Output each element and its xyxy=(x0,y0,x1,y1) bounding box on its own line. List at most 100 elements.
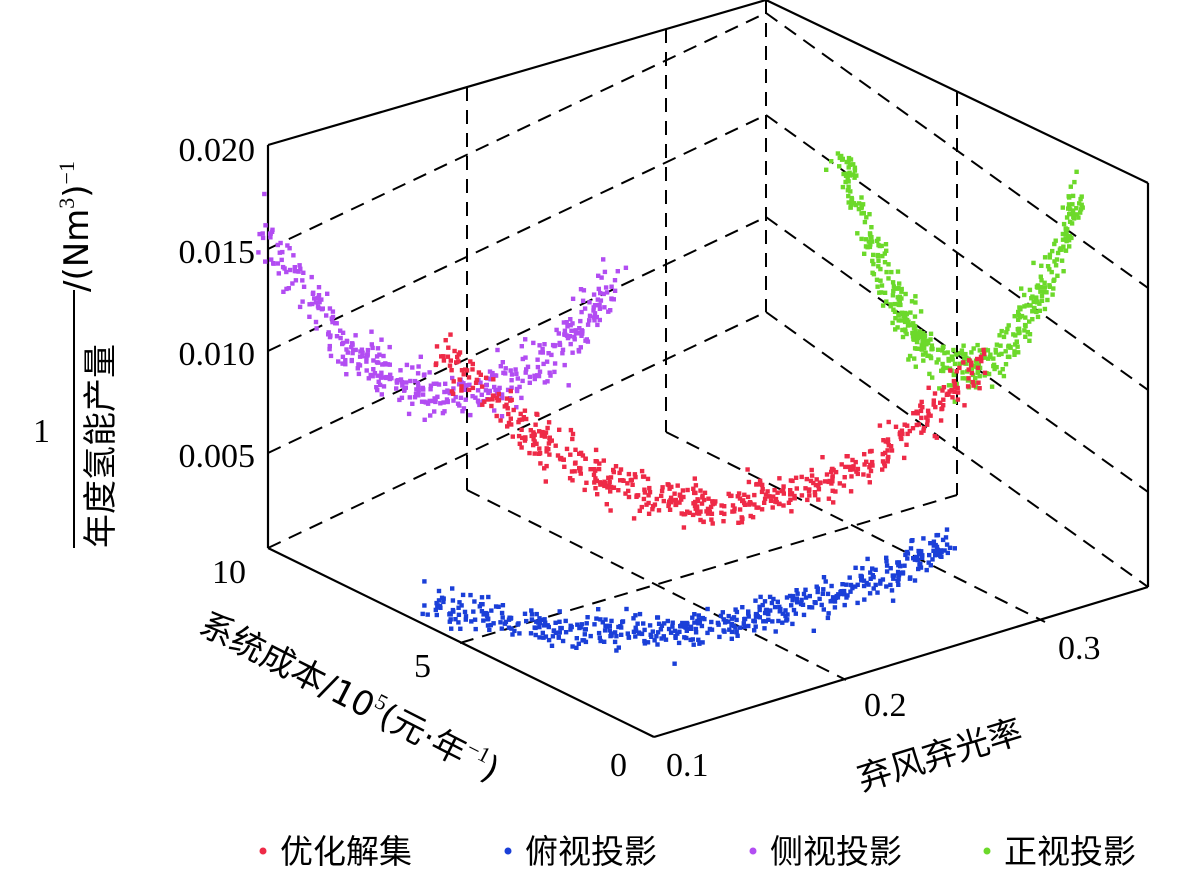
scatter-point-optimal-set xyxy=(812,493,818,498)
scatter-point-front-projection xyxy=(951,372,957,377)
scatter-point-optimal-set xyxy=(521,415,526,420)
scatter-point-optimal-set xyxy=(967,358,972,363)
scatter-point-top-projection xyxy=(540,630,545,636)
scatter-point-optimal-set xyxy=(947,389,952,394)
scatter-point-front-projection xyxy=(871,261,876,267)
scatter-point-side-projection xyxy=(292,265,297,270)
scatter-point-optimal-set xyxy=(788,488,793,493)
scatter-point-top-projection xyxy=(624,606,629,612)
scatter-point-top-projection xyxy=(543,634,549,639)
scatter-point-front-projection xyxy=(867,212,872,217)
scatter-point-front-projection xyxy=(1012,352,1017,357)
scatter-point-top-projection xyxy=(447,619,452,624)
scatter-point-optimal-set xyxy=(962,403,967,408)
scatter-point-optimal-set xyxy=(604,502,609,507)
scatter-point-side-projection xyxy=(552,369,557,375)
scatter-point-side-projection xyxy=(317,299,322,305)
scatter-point-side-projection xyxy=(385,362,391,367)
scatter-point-side-projection xyxy=(355,366,360,371)
scatter-point-side-projection xyxy=(381,384,387,389)
scatter-point-front-projection xyxy=(1078,196,1083,202)
scatter-point-front-projection xyxy=(1047,252,1053,257)
scatter-point-side-projection xyxy=(544,359,550,364)
scatter-point-optimal-set xyxy=(570,431,576,437)
scatter-point-top-projection xyxy=(456,620,461,625)
scatter-point-front-projection xyxy=(884,299,889,304)
scatter-point-optimal-set xyxy=(626,488,631,494)
scatter-point-side-projection xyxy=(597,306,603,311)
scatter-point-side-projection xyxy=(541,361,546,367)
scatter-point-side-projection xyxy=(595,297,600,302)
scatter-point-optimal-set xyxy=(902,422,907,427)
scatter-point-top-projection xyxy=(896,577,901,582)
scatter-point-optimal-set xyxy=(529,433,534,439)
scatter-point-side-projection xyxy=(371,367,376,372)
scatter-point-top-projection xyxy=(631,616,636,621)
scatter-point-side-projection xyxy=(556,331,561,336)
scatter-point-front-projection xyxy=(1027,338,1032,343)
scatter-point-optimal-set xyxy=(931,402,936,407)
scatter-point-side-projection xyxy=(451,398,456,403)
scatter-point-top-projection xyxy=(848,589,853,594)
scatter-point-top-projection xyxy=(688,637,693,643)
scatter-point-front-projection xyxy=(975,370,980,375)
scatter-point-optimal-set xyxy=(837,481,842,486)
scatter-point-front-projection xyxy=(940,367,946,372)
scatter-point-top-projection xyxy=(450,598,456,603)
scatter-point-front-projection xyxy=(845,188,851,193)
scatter-point-optimal-set xyxy=(869,448,874,454)
scatter-point-front-projection xyxy=(829,159,834,164)
scatter-point-top-projection xyxy=(799,597,804,603)
scatter-point-side-projection xyxy=(602,305,607,310)
scatter-point-optimal-set xyxy=(693,483,699,488)
scatter-point-top-projection xyxy=(783,613,788,619)
scatter-point-top-projection xyxy=(768,608,773,613)
scatter-point-front-projection xyxy=(888,304,893,309)
scatter-point-front-projection xyxy=(1078,210,1083,215)
scatter-point-optimal-set xyxy=(905,423,910,428)
scatter-point-optimal-set xyxy=(853,459,858,465)
scatter-point-front-projection xyxy=(928,337,933,342)
scatter-point-top-projection xyxy=(639,631,645,637)
scatter-point-front-projection xyxy=(993,347,998,352)
scatter-point-front-projection xyxy=(1015,344,1020,349)
scatter-point-front-projection xyxy=(1038,285,1044,290)
scatter-point-front-projection xyxy=(1012,342,1018,347)
scatter-point-optimal-set xyxy=(537,446,542,451)
scatter-point-optimal-set xyxy=(642,490,648,495)
scatter-point-top-projection xyxy=(453,617,458,622)
scatter-point-optimal-set xyxy=(519,427,524,432)
scatter-point-front-projection xyxy=(896,313,901,318)
scatter-point-front-projection xyxy=(1023,334,1028,339)
scatter-point-optimal-set xyxy=(667,507,673,512)
scatter-point-optimal-set xyxy=(523,435,528,440)
scatter-point-front-projection xyxy=(925,338,931,344)
scatter-point-side-projection xyxy=(573,330,579,336)
scatter-point-side-projection xyxy=(495,347,500,353)
scatter-point-side-projection xyxy=(433,397,438,402)
scatter-point-front-projection xyxy=(929,347,934,352)
scatter-point-optimal-set xyxy=(494,413,499,419)
scatter-point-side-projection xyxy=(592,311,598,316)
scatter-point-side-projection xyxy=(328,353,334,359)
scatter-point-side-projection xyxy=(451,386,456,391)
scatter-point-front-projection xyxy=(880,303,886,308)
scatter-point-top-projection xyxy=(553,620,558,625)
scatter-point-side-projection xyxy=(508,368,513,373)
scatter-point-top-projection xyxy=(493,604,499,609)
scatter-point-side-projection xyxy=(598,298,604,303)
scatter-point-top-projection xyxy=(746,609,751,614)
scatter-point-side-projection xyxy=(497,385,502,391)
scatter-point-top-projection xyxy=(766,617,771,622)
scatter-point-side-projection xyxy=(387,344,392,350)
scatter-point-top-projection xyxy=(550,634,556,639)
scatter-point-front-projection xyxy=(1042,280,1047,285)
scatter-point-optimal-set xyxy=(722,511,727,517)
scatter-point-top-projection xyxy=(655,615,660,620)
scatter-point-top-projection xyxy=(645,640,651,645)
scatter-point-top-projection xyxy=(868,576,873,581)
scatter-point-top-projection xyxy=(895,560,900,565)
scatter-point-top-projection xyxy=(916,548,922,554)
scatter-point-front-projection xyxy=(876,258,881,264)
scatter-point-top-projection xyxy=(778,606,783,612)
